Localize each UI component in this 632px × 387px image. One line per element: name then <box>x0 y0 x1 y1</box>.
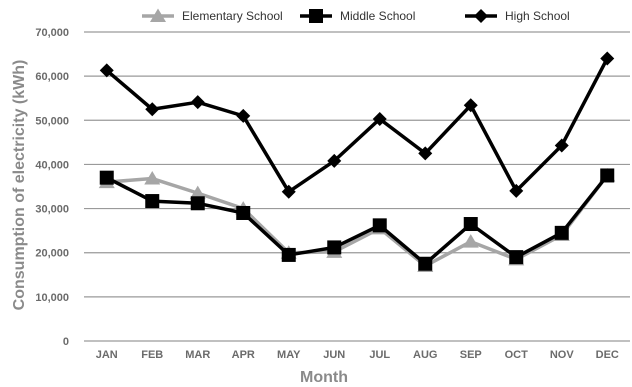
data-point-middle-school <box>281 247 296 262</box>
data-point-high-school <box>600 51 615 66</box>
y-tick-label: 70,000 <box>35 27 69 39</box>
data-point-elementary-school <box>462 234 479 248</box>
data-point-middle-school <box>554 225 569 240</box>
y-tick-label: 30,000 <box>35 204 69 216</box>
data-point-elementary-school <box>144 171 161 185</box>
data-point-middle-school <box>236 205 251 220</box>
data-point-elementary-school <box>189 185 206 200</box>
data-point-middle-school <box>600 168 615 183</box>
series-line-high-school <box>105 57 609 194</box>
legend-label: Middle School <box>340 9 415 23</box>
chart-legend: Elementary School Middle School High Schoo… <box>142 8 570 23</box>
x-tick-label: AUG <box>413 349 437 361</box>
x-tick-label: MAY <box>277 349 301 361</box>
data-point-high-school <box>236 108 251 123</box>
series-middle-school <box>99 168 615 271</box>
data-point-high-school <box>327 153 342 168</box>
series-elementary-school <box>98 167 616 272</box>
legend-marker-high-school <box>474 9 488 23</box>
data-point-high-school <box>372 111 387 126</box>
data-point-middle-school <box>190 196 205 211</box>
data-point-high-school <box>463 98 478 113</box>
series-line-middle-school <box>105 174 609 266</box>
data-point-middle-school <box>99 170 114 185</box>
x-tick-label: JUN <box>323 349 345 361</box>
x-tick-label: FEB <box>141 349 163 361</box>
x-tick-label: MAR <box>185 349 210 361</box>
data-point-high-school <box>145 102 160 117</box>
y-axis-ticks: 0 10,000 20,000 30,000 40,000 50,000 60,000 70,… <box>35 27 69 348</box>
x-tick-label: SEP <box>460 349 482 361</box>
data-point-middle-school <box>418 256 433 271</box>
data-point-middle-school <box>509 250 524 265</box>
y-tick-label: 10,000 <box>35 292 69 304</box>
y-axis-title: Consumption of electricity (kWh) <box>11 60 28 311</box>
x-tick-label: DEC <box>596 349 619 361</box>
gridlines <box>84 31 630 342</box>
data-point-middle-school <box>463 217 478 232</box>
series-line-elementary-school <box>106 174 609 268</box>
series-high-school <box>99 51 615 199</box>
data-point-middle-school <box>327 240 342 255</box>
legend-item-middle-school: Middle School <box>300 9 415 23</box>
x-axis-ticks: JAN FEB MAR APR MAY JUN JUL AUG SEP OCT NOV DEC <box>96 349 619 361</box>
legend-item-elementary-school: Elementary School <box>142 8 283 23</box>
data-point-high-school <box>509 183 524 198</box>
data-point-high-school <box>190 95 205 110</box>
legend-label: Elementary School <box>182 9 283 23</box>
x-tick-label: APR <box>232 349 255 361</box>
data-point-middle-school <box>145 194 160 209</box>
plot-area <box>98 51 616 272</box>
y-tick-label: 40,000 <box>35 159 69 171</box>
x-axis-title: Month <box>300 369 348 386</box>
data-point-high-school <box>418 146 433 161</box>
x-tick-label: NOV <box>550 349 575 361</box>
data-point-middle-school <box>372 218 387 233</box>
legend-item-high-school: High School <box>465 9 570 23</box>
x-tick-label: JAN <box>96 349 118 361</box>
legend-marker-elementary-school <box>150 8 166 22</box>
legend-label: High School <box>505 9 570 23</box>
y-tick-label: 50,000 <box>35 115 69 127</box>
y-tick-label: 0 <box>63 336 69 348</box>
data-point-high-school <box>281 184 296 199</box>
data-point-high-school <box>99 63 114 78</box>
y-tick-label: 20,000 <box>35 248 69 260</box>
data-point-high-school <box>554 138 569 153</box>
y-tick-label: 60,000 <box>35 71 69 83</box>
x-tick-label: OCT <box>505 349 529 361</box>
legend-marker-middle-school <box>309 9 323 23</box>
x-tick-label: JUL <box>369 349 390 361</box>
